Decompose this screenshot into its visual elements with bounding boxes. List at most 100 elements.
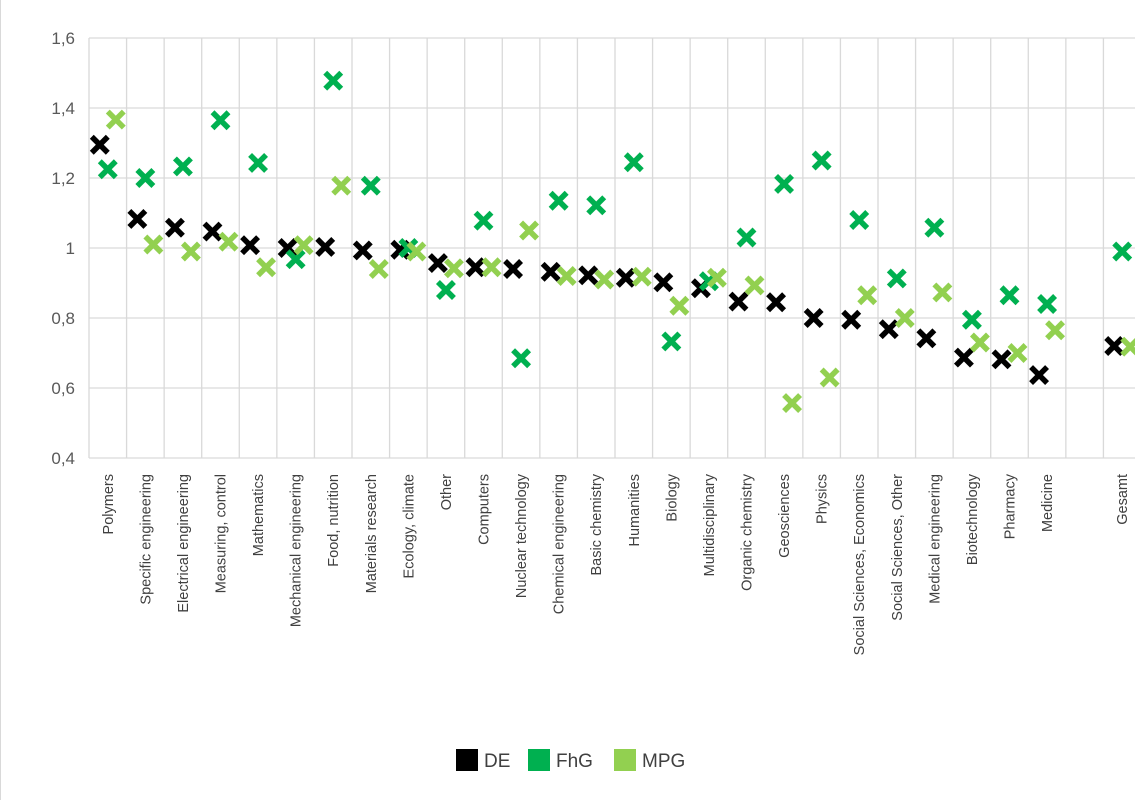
data-point-mpg (969, 332, 990, 353)
data-point-fhg (97, 159, 118, 180)
data-point-fhg (435, 280, 456, 300)
data-point-fhg (1112, 241, 1133, 262)
data-point-de (803, 308, 824, 328)
data-point-mpg (293, 235, 314, 256)
data-point-mpg (519, 220, 540, 241)
data-point-mpg (631, 266, 652, 287)
data-point-fhg (886, 268, 907, 289)
data-point-mpg (744, 275, 765, 296)
x-tick-label: Food, nutrition (326, 474, 342, 567)
data-point-fhg (323, 70, 344, 91)
x-tick-label: Pharmacy (1003, 473, 1019, 539)
data-point-fhg (172, 156, 193, 177)
data-point-mpg (706, 267, 727, 288)
data-point-mpg (218, 231, 239, 252)
data-point-mpg (180, 241, 201, 262)
data-point-fhg (248, 153, 269, 173)
data-point-de (916, 328, 937, 349)
data-point-de (953, 347, 974, 368)
data-marks (89, 70, 1135, 413)
data-point-de (240, 235, 261, 256)
y-axis: 0,4 0,6 0,8 1 1,2 1,4 1,6 (51, 29, 75, 468)
data-point-mpg (932, 282, 953, 303)
legend-label: MPG (642, 751, 685, 772)
data-point-de (653, 272, 674, 293)
data-point-mpg (443, 258, 464, 279)
data-point-de (352, 240, 373, 261)
data-point-fhg (849, 210, 870, 230)
y-tick-label: 0,8 (51, 309, 75, 328)
data-point-fhg (473, 210, 494, 231)
x-tick-label: Computers (477, 474, 493, 545)
y-tick-label: 1,2 (51, 169, 75, 188)
data-point-mpg (481, 257, 502, 278)
x-tick-label: Gesamt (1115, 474, 1131, 525)
data-point-mpg (1120, 336, 1135, 357)
x-tick-label: Mathematics (251, 474, 267, 556)
x-tick-label: Nuclear technology (514, 473, 530, 598)
data-point-de (315, 237, 336, 257)
data-point-mpg (1045, 320, 1066, 341)
data-point-mpg (406, 241, 427, 262)
y-tick-label: 1,4 (51, 99, 75, 118)
data-point-mpg (819, 367, 840, 388)
x-tick-label: Materials research (364, 474, 380, 593)
data-point-mpg (256, 257, 277, 278)
y-tick-label: 0,6 (51, 379, 75, 398)
data-point-de (841, 309, 862, 330)
x-tick-label: Biology (664, 473, 680, 521)
y-tick-label: 1 (66, 239, 75, 258)
data-point-fhg (210, 110, 231, 131)
data-point-de (540, 261, 561, 282)
data-point-fhg (511, 348, 532, 369)
x-tick-label: Other (439, 474, 455, 510)
legend-item-fhg: FhG (528, 749, 593, 772)
x-tick-label: Biotechnology (965, 473, 981, 565)
x-tick-label: Social Sciences, Economics (852, 474, 868, 655)
data-point-fhg (774, 174, 795, 194)
x-tick-label: Mechanical engineering (289, 474, 305, 627)
legend: DE FhG MPG (456, 749, 685, 772)
data-point-de (615, 267, 636, 288)
x-tick-label: Medical engineering (927, 474, 943, 604)
data-point-de (728, 291, 749, 312)
data-point-de (127, 209, 148, 229)
data-point-fhg (586, 195, 607, 216)
x-tick-label: Ecology, climate (401, 474, 417, 579)
data-point-de (1104, 336, 1125, 356)
data-point-mpg (857, 285, 878, 306)
grid (88, 37, 1135, 459)
x-tick-label: Polymers (101, 474, 117, 534)
x-tick-label: Social Sciences, Other (890, 474, 906, 621)
data-point-de (578, 265, 599, 286)
data-point-de (427, 253, 448, 273)
data-point-fhg (548, 190, 569, 211)
data-point-de (503, 259, 524, 279)
y-tick-label: 0,4 (51, 449, 75, 468)
data-point-mpg (331, 175, 352, 196)
x-tick-label: Measuring, control (214, 474, 230, 593)
legend-item-mpg: MPG (614, 749, 685, 772)
x-tick-label: Geosciences (777, 474, 793, 558)
data-point-fhg (135, 168, 156, 188)
data-point-de (878, 319, 899, 340)
data-point-de (164, 217, 185, 238)
data-point-mpg (556, 266, 577, 286)
data-point-de (89, 134, 110, 155)
x-axis: Polymers Specific engineering Electrical e… (101, 473, 1131, 655)
data-point-mpg (1007, 343, 1028, 363)
x-tick-label: Organic chemistry (740, 473, 756, 591)
data-point-fhg (924, 217, 945, 238)
data-point-de (766, 292, 787, 313)
x-tick-label: Physics (815, 474, 831, 524)
data-point-mpg (368, 259, 389, 279)
data-point-de (202, 221, 223, 242)
data-point-fhg (285, 249, 306, 270)
y-tick-label: 1,6 (51, 29, 75, 48)
legend-swatch (528, 749, 550, 771)
legend-label: DE (484, 751, 510, 772)
data-point-fhg (961, 309, 982, 330)
data-point-fhg (1037, 294, 1058, 314)
